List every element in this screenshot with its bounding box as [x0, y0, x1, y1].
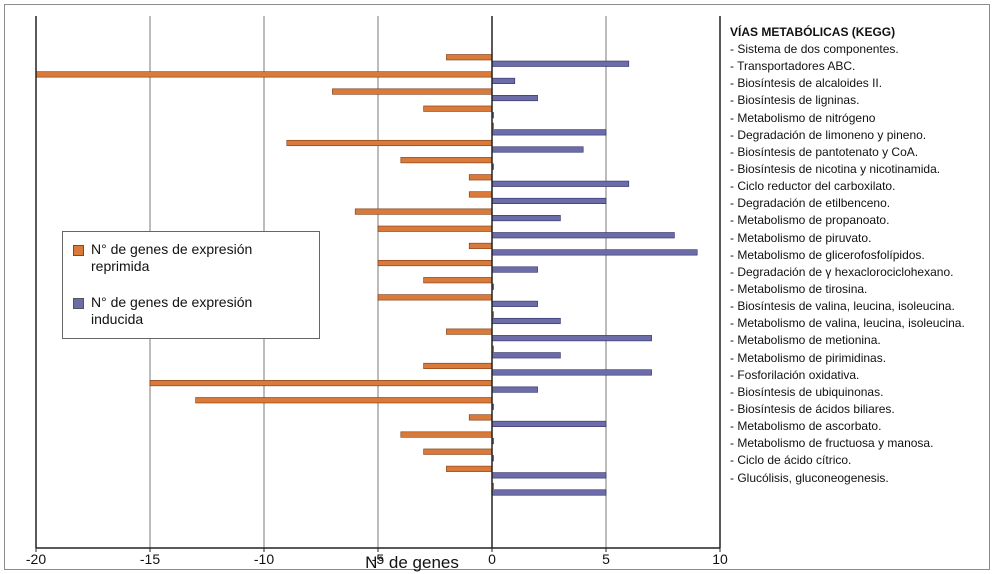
- bar-induced: [491, 352, 561, 359]
- pathway-label: - Metabolismo de nitrógeno: [730, 110, 876, 125]
- pathway-label: - Biosíntesis de ubiquinonas.: [730, 384, 884, 399]
- bar-induced: [491, 77, 516, 84]
- bar-induced: [491, 386, 538, 393]
- pathway-label: - Ciclo de ácido cítrico.: [730, 453, 852, 468]
- pathway-label: - Biosíntesis de valina, leucina, isoleu…: [730, 299, 955, 314]
- bar-induced: [491, 489, 607, 496]
- pathway-label: - Biosíntesis de pantotenato y CoA.: [730, 144, 919, 159]
- bar-repressed: [377, 294, 493, 301]
- bar-induced: [491, 249, 698, 256]
- pathway-list: VÍAS METABÓLICAS (KEGG) - Sistema de dos…: [730, 24, 992, 487]
- pathway-label: - Metabolismo de tirosina.: [730, 281, 868, 296]
- pathway-label: - Metabolismo de valina, leucina, isoleu…: [730, 316, 965, 331]
- legend-swatch-induced: [73, 298, 84, 309]
- legend-item-repressed: N° de genes de expresión reprimida: [73, 241, 306, 275]
- legend-label-repressed: N° de genes de expresión reprimida: [91, 241, 253, 274]
- pathway-label: - Metabolismo de ascorbato.: [730, 419, 882, 434]
- pathway-label: - Glucólisis, gluconeogenesis.: [730, 470, 889, 485]
- bar-induced: [491, 472, 607, 479]
- x-axis-label: N° de genes: [365, 553, 459, 572]
- bar-induced: [491, 60, 630, 67]
- pathway-list-title: VÍAS METABÓLICAS (KEGG): [730, 25, 896, 39]
- pathway-label: - Sistema de dos componentes.: [730, 42, 899, 56]
- bar-repressed: [332, 88, 493, 95]
- figure-frame: [4, 4, 990, 570]
- bar-repressed: [423, 362, 493, 370]
- bar-repressed: [446, 465, 493, 472]
- bar-repressed: [468, 242, 493, 249]
- bar-induced: [491, 180, 630, 187]
- bar-repressed: [377, 225, 493, 232]
- pathway-label: - Biosíntesis de nicotina y nicotinamida…: [730, 161, 941, 176]
- pathway-label: - Biosíntesis de ligninas.: [730, 93, 860, 108]
- bar-induced: [491, 335, 652, 342]
- pathway-label: - Biosíntesis de alcaloides II.: [730, 76, 883, 91]
- x-tick-label: -15: [140, 551, 160, 567]
- bar-repressed: [400, 431, 493, 438]
- pathway-label: - Metabolismo de glicerofosfolípidos.: [730, 247, 925, 262]
- bar-repressed: [195, 397, 493, 404]
- bar-repressed: [423, 277, 493, 284]
- bar-repressed: [400, 157, 493, 164]
- legend-swatch-repressed: [73, 245, 84, 256]
- legend: N° de genes de expresión reprimida N° de…: [62, 231, 320, 339]
- pathway-label: - Fosforilación oxidativa.: [730, 367, 860, 382]
- x-tick-label: -5: [372, 551, 385, 567]
- x-tick-label: 0: [488, 551, 496, 567]
- bar-induced: [491, 232, 675, 239]
- x-tick-label: 10: [712, 551, 728, 567]
- pathway-label: - Metabolismo de piruvato.: [730, 230, 872, 245]
- legend-label-induced: N° de genes de expresión inducida: [91, 294, 253, 327]
- bar-repressed: [423, 105, 493, 112]
- bar-repressed: [354, 208, 493, 215]
- bar-induced: [491, 146, 584, 153]
- bar-induced: [491, 317, 561, 325]
- pathway-label: - Metabolismo de fructuosa y manosa.: [730, 436, 934, 451]
- bar-repressed: [446, 54, 493, 61]
- bar-induced: [491, 95, 538, 102]
- bar-repressed: [149, 380, 493, 387]
- x-tick-label: 5: [602, 551, 610, 567]
- bar-induced: [491, 197, 607, 204]
- pathway-label: - Biosíntesis de ácidos biliares.: [730, 401, 895, 416]
- bar-induced: [491, 129, 607, 136]
- bar-repressed: [377, 259, 493, 267]
- pathway-label: - Degradación de limoneno y pineno.: [730, 127, 927, 142]
- pathway-label: - Ciclo reductor del carboxilato.: [730, 179, 896, 194]
- x-tick-labels: -20 -15 -10 -5 0 5 10: [26, 548, 728, 567]
- bar-induced: [491, 266, 538, 273]
- legend-item-induced: N° de genes de expresión inducida: [73, 294, 306, 328]
- bar-repressed: [446, 328, 493, 335]
- pathway-label: - Metabolismo de metionina.: [730, 333, 881, 348]
- x-tick-label: -10: [254, 551, 274, 567]
- pathway-label: - Degradación de γ hexaclorociclohexano.: [730, 264, 954, 279]
- bar-repressed: [468, 174, 493, 181]
- bar-repressed: [468, 414, 493, 421]
- bar-induced: [491, 369, 652, 376]
- bar-induced: [491, 420, 607, 427]
- pathway-label: - Metabolismo de propanoato.: [730, 213, 890, 228]
- bar-repressed: [423, 448, 493, 455]
- pathway-label: - Degradación de etilbenceno.: [730, 196, 891, 211]
- bar-repressed: [468, 191, 493, 198]
- bar-repressed: [286, 139, 493, 147]
- x-tick-label: -20: [26, 551, 46, 567]
- bar-induced: [491, 300, 538, 307]
- pathway-label: - Transportadores ABC.: [730, 59, 856, 74]
- pathway-label: - Metabolismo de pirimidinas.: [730, 350, 887, 365]
- bar-induced: [491, 215, 561, 222]
- bar-repressed: [35, 71, 493, 78]
